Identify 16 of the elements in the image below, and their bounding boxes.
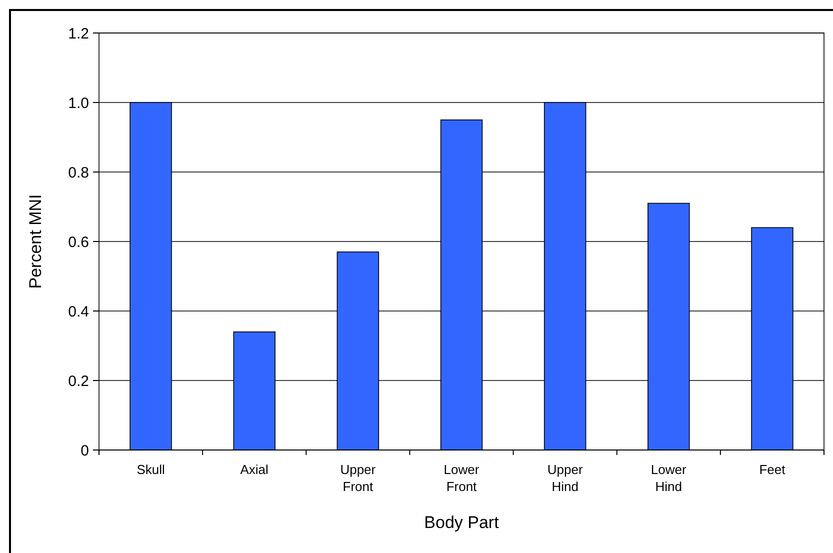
x-tick-label: Upper Hind — [547, 462, 584, 494]
y-tick-label: 0.2 — [68, 372, 89, 390]
y-tick-label: 1.2 — [68, 25, 89, 42]
y-tick-label: 0 — [80, 442, 89, 460]
y-axis-title: Percent MNI — [26, 194, 45, 289]
y-tick-label: 0.6 — [68, 234, 89, 251]
x-tick-label: Lower Hind — [650, 462, 688, 494]
x-tick-label: Upper Front — [340, 462, 376, 494]
y-tick-label: 0.4 — [68, 303, 89, 320]
x-tick-label: Feet — [759, 462, 786, 477]
y-tick-label: 0.8 — [68, 164, 89, 182]
x-tick-label: Axial — [240, 462, 269, 477]
x-tick-label: Lower Front — [444, 462, 480, 494]
y-tick-label: 1.0 — [68, 94, 89, 112]
x-tick-label: Skull — [136, 462, 165, 477]
x-axis-title: Body Part — [424, 513, 500, 532]
